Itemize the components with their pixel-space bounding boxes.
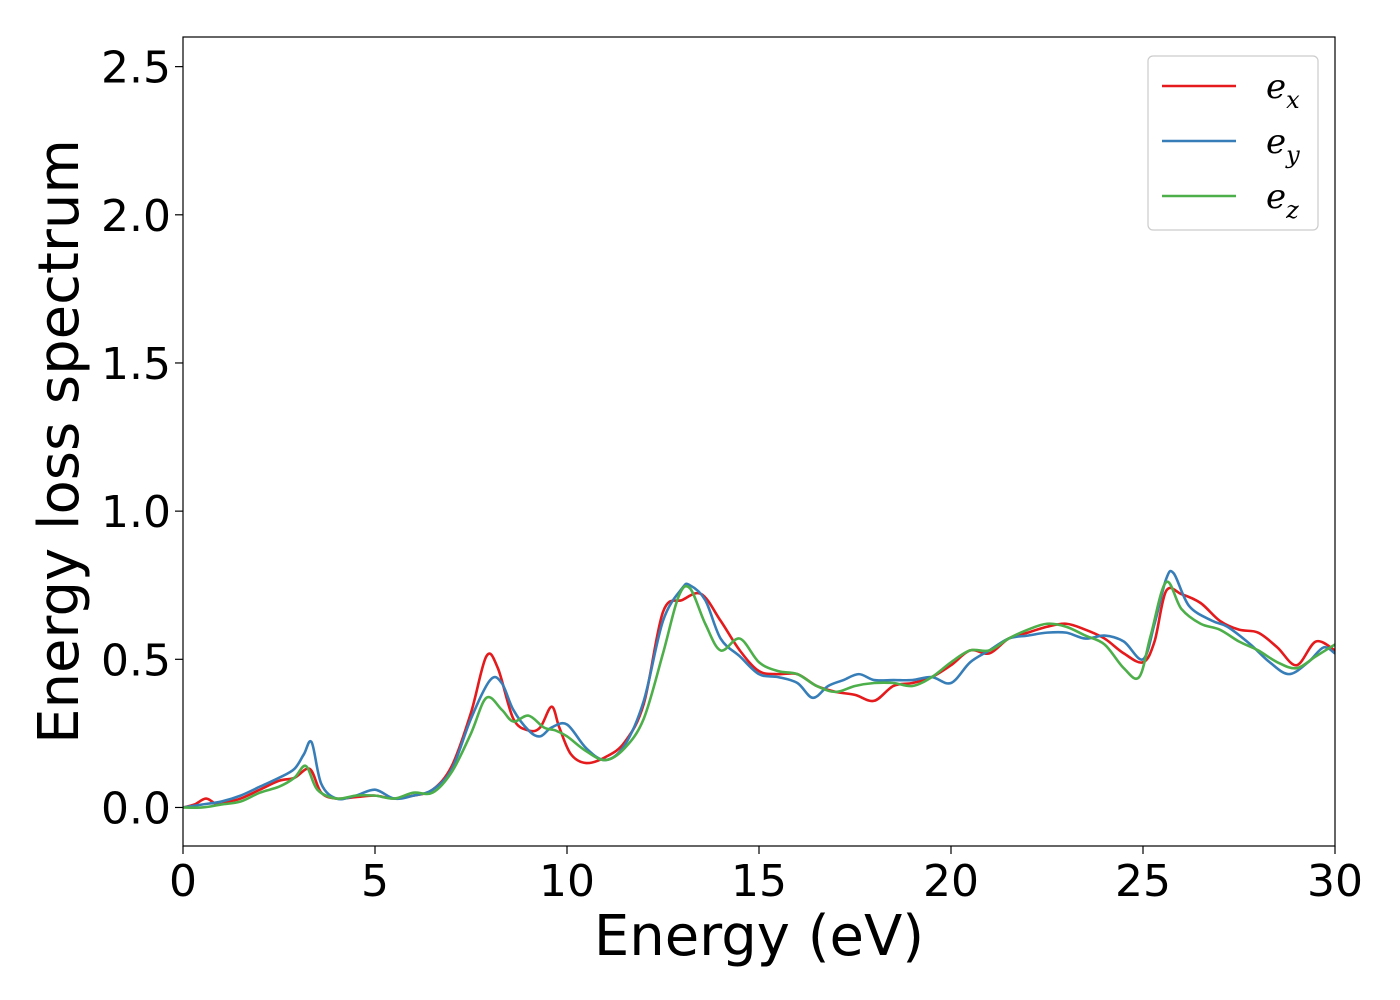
x-tick-label: 10	[539, 856, 595, 907]
y-tick-label: 2.5	[101, 43, 171, 94]
x-tick-label: 25	[1115, 856, 1171, 907]
y-tick-label: 2.0	[101, 191, 171, 242]
legend-box	[1147, 55, 1319, 231]
legend-label-subscript: z	[1285, 196, 1299, 224]
legend-label-base: e	[1266, 67, 1286, 107]
x-tick-label: 20	[923, 856, 979, 907]
legend-label-x: ex	[1266, 67, 1300, 114]
legend-label-y: ey	[1266, 122, 1300, 169]
x-tick-label: 5	[361, 856, 389, 907]
legend-label-base: e	[1266, 177, 1286, 217]
x-axis-title: Energy (eV)	[594, 904, 924, 969]
series-layer	[183, 569, 1335, 809]
x-tick-label: 15	[731, 856, 787, 907]
y-axis-title: Energy loss spectrum	[27, 139, 92, 744]
y-axis-ticks: 0.0 0.5 1.0 1.5 2.0 2.5	[101, 43, 183, 834]
legend-label-subscript: x	[1286, 86, 1300, 114]
y-tick-label: 0.0	[101, 783, 171, 834]
y-tick-label: 1.5	[101, 339, 171, 390]
y-tick-label: 1.0	[101, 487, 171, 538]
legend-label-z: ez	[1266, 177, 1299, 224]
y-tick-label: 0.5	[101, 635, 171, 686]
legend-label-base: e	[1266, 122, 1286, 162]
x-axis-ticks: 0 5 10 15 20 25 30	[169, 846, 1363, 907]
x-tick-label: 30	[1307, 856, 1363, 907]
series-line-z	[183, 580, 1335, 809]
x-tick-label: 0	[169, 856, 197, 907]
legend-label-subscript: y	[1285, 141, 1300, 169]
